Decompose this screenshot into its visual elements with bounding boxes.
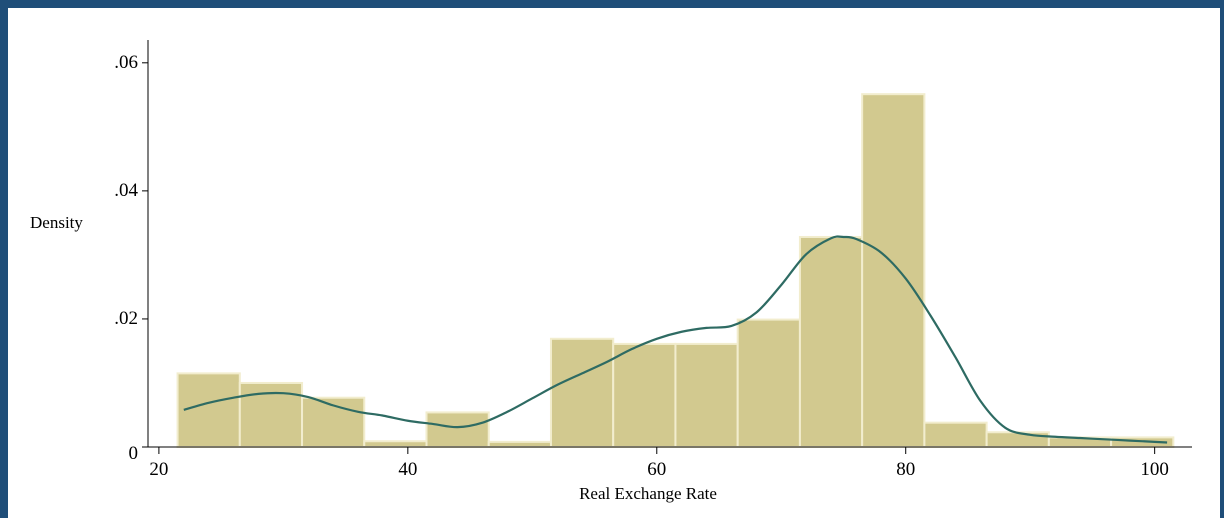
x-tick-label: 80 xyxy=(896,459,915,480)
x-tick-label: 100 xyxy=(1140,459,1169,480)
y-tick-label: 0 xyxy=(129,443,139,464)
y-tick-label: .06 xyxy=(114,52,138,73)
histogram-bar xyxy=(487,440,552,448)
histogram-bar xyxy=(861,93,926,449)
histogram-bar xyxy=(985,431,1050,449)
histogram-bar xyxy=(425,411,490,448)
histogram-bar xyxy=(674,342,739,448)
x-axis-label: Real Exchange Rate xyxy=(579,484,717,503)
histogram-bar xyxy=(736,318,801,448)
kernel-density-line xyxy=(183,235,1168,444)
histogram-bar xyxy=(923,421,988,449)
histogram-bar xyxy=(798,235,864,448)
x-axis-ticks: 20 40 60 80 100 xyxy=(149,447,1169,480)
histogram-chart: 20 40 60 80 100 0 .02 .04 .06 Density Real Exch… xyxy=(30,40,1192,503)
histogram-bar xyxy=(549,337,615,449)
histogram-bar xyxy=(363,440,428,448)
y-tick-label: .02 xyxy=(114,308,138,329)
y-tick-label: .04 xyxy=(114,180,138,201)
histogram-bars xyxy=(176,93,1175,449)
y-axis-ticks: 0 .02 .04 .06 xyxy=(114,52,148,464)
y-axis-label: Density xyxy=(30,213,83,232)
x-tick-label: 20 xyxy=(149,459,168,480)
histogram-bar xyxy=(612,342,677,448)
x-tick-label: 60 xyxy=(647,459,666,480)
histogram-bar xyxy=(176,372,241,449)
x-tick-label: 40 xyxy=(398,459,417,480)
